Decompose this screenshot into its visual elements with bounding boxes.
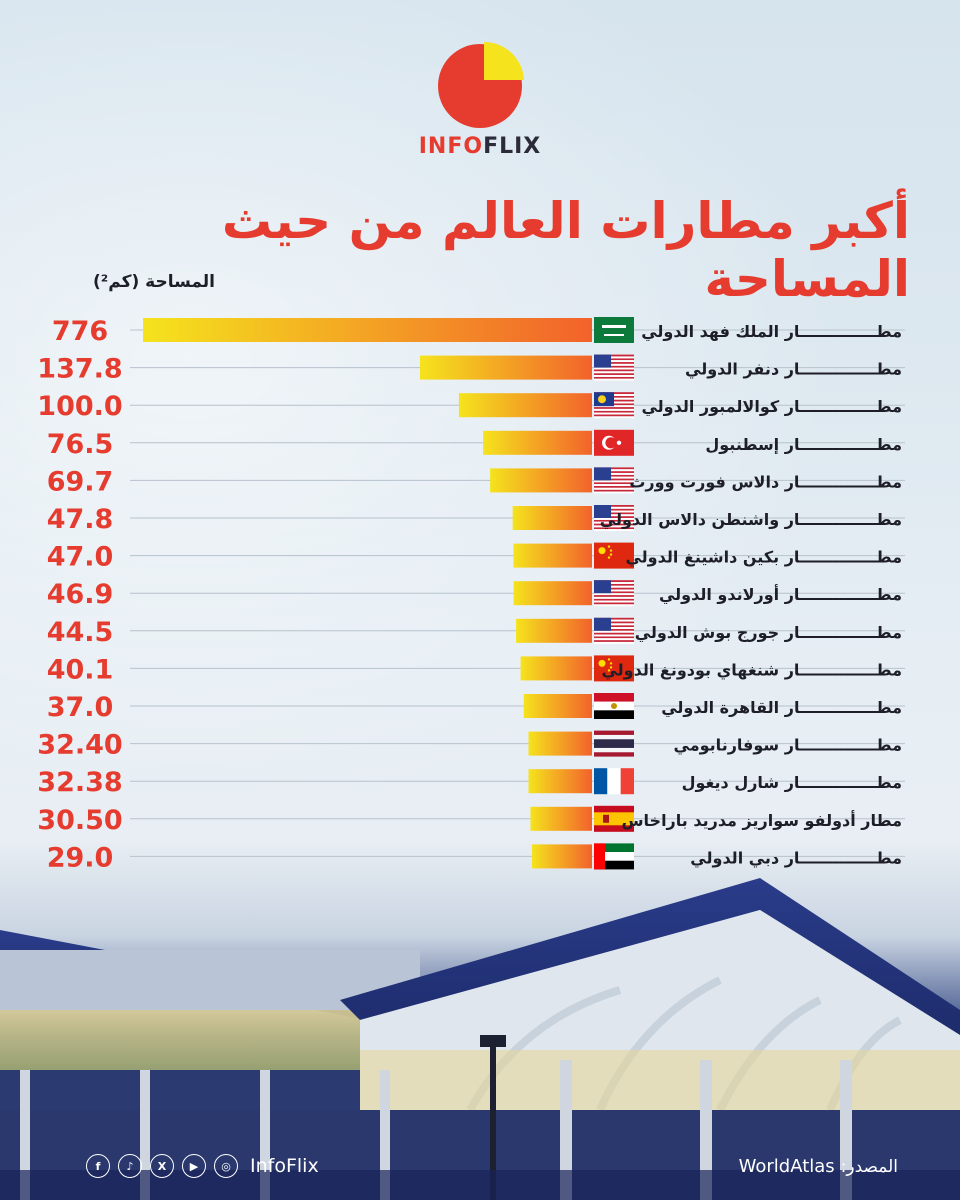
source-label: المصدر: bbox=[840, 1157, 898, 1177]
china-flag-icon bbox=[594, 655, 634, 682]
bar bbox=[520, 656, 592, 681]
category-label: مطــــــــــــــار إسطنبول bbox=[705, 435, 902, 454]
value-label: 37.0 bbox=[47, 692, 114, 723]
bar bbox=[420, 355, 592, 380]
unit-label: المساحة (كم²) bbox=[93, 272, 215, 292]
category-label: مطــــــــــــــار دالاس فورت وورث bbox=[629, 472, 902, 491]
value-label: 32.38 bbox=[37, 767, 122, 798]
bar bbox=[528, 731, 592, 756]
category-label: مطــــــــــــــار أورلاندو الدولي bbox=[659, 584, 902, 605]
sky-background bbox=[0, 0, 960, 900]
category-label: مطــــــــــــــار بكين داشينغ الدولي bbox=[625, 548, 902, 568]
egypt-flag-icon bbox=[594, 693, 634, 719]
value-label: 76.5 bbox=[47, 429, 114, 460]
category-label: مطــــــــــــــار سوفارنابومي bbox=[674, 736, 902, 756]
category-label: مطــــــــــــــار واشنطن دالاس الدولي bbox=[600, 510, 902, 530]
value-label: 40.1 bbox=[47, 654, 114, 685]
page-title: أكبر مطارات العالم من حيث المساحة bbox=[221, 192, 910, 308]
bar bbox=[490, 468, 592, 493]
usa-flag-icon bbox=[594, 617, 634, 644]
value-label: 32.40 bbox=[37, 730, 122, 761]
thailand-flag-icon bbox=[594, 730, 634, 757]
brand-name-part1: INFO bbox=[418, 134, 484, 159]
value-label: 776 bbox=[52, 316, 108, 347]
bar bbox=[516, 618, 592, 643]
usa-flag-icon bbox=[594, 505, 634, 531]
airport-terminal-image bbox=[0, 878, 960, 1200]
value-label: 29.0 bbox=[47, 842, 114, 873]
bar bbox=[528, 769, 592, 794]
category-label: مطــــــــــــــار القاهرة الدولي bbox=[661, 698, 902, 718]
value-label: 47.0 bbox=[47, 542, 114, 573]
instagram-icon[interactable]: ◎ bbox=[214, 1154, 238, 1178]
france-flag-icon bbox=[594, 768, 634, 795]
facebook-icon[interactable]: f bbox=[86, 1154, 110, 1178]
source-name: WorldAtlas bbox=[738, 1156, 835, 1177]
saudi-arabia-flag-icon bbox=[594, 317, 634, 343]
category-label: مطار أدولفو سواريز مدريد باراخاس bbox=[621, 810, 902, 830]
usa-flag-icon bbox=[594, 580, 634, 607]
social-links: f ♪ X ▶ ◎ InfoFlix bbox=[86, 1154, 319, 1178]
spain-flag-icon bbox=[594, 805, 634, 832]
usa-flag-icon bbox=[594, 354, 634, 381]
pie-logo-icon bbox=[438, 41, 524, 128]
category-label: مطــــــــــــــار الملك فهد الدولي bbox=[641, 322, 902, 342]
airport-area-bar-chart: 776 137.8 100.0 76.5 69.7 47.8 47.0 46.9 44.5 40.… bbox=[37, 316, 905, 873]
source-credit: المصدر:WorldAtlas bbox=[739, 1156, 898, 1177]
uae-flag-icon bbox=[594, 843, 634, 870]
usa-flag-icon bbox=[594, 467, 634, 494]
category-label: مطــــــــــــــار دنفر الدولي bbox=[685, 360, 902, 380]
brand-name-part2: FLIX bbox=[483, 134, 542, 159]
turkey-flag-icon bbox=[594, 429, 634, 456]
malaysia-flag-icon bbox=[594, 392, 634, 419]
bar bbox=[532, 844, 592, 869]
value-label: 69.7 bbox=[47, 466, 114, 497]
value-label: 100.0 bbox=[37, 391, 122, 422]
value-label: 30.50 bbox=[37, 805, 122, 836]
bar bbox=[523, 694, 592, 718]
bar bbox=[458, 393, 592, 418]
footer: f ♪ X ▶ ◎ InfoFlix المصدر:WorldAtlas bbox=[0, 1150, 960, 1184]
bar bbox=[143, 318, 592, 342]
value-label: 44.5 bbox=[47, 617, 114, 648]
brand-logo: INFOFLIX bbox=[0, 40, 960, 159]
bar bbox=[513, 581, 592, 606]
category-label: مطــــــــــــــار شارل ديغول bbox=[682, 773, 902, 792]
category-label: مطــــــــــــــار دبي الدولي bbox=[690, 848, 902, 868]
bar bbox=[530, 806, 592, 831]
tiktok-icon[interactable]: ♪ bbox=[118, 1154, 142, 1178]
value-label: 137.8 bbox=[37, 354, 122, 385]
youtube-icon[interactable]: ▶ bbox=[182, 1154, 206, 1178]
bar bbox=[513, 543, 592, 568]
value-label: 47.8 bbox=[47, 504, 114, 535]
x-icon[interactable]: X bbox=[150, 1154, 174, 1178]
bar bbox=[512, 506, 592, 530]
category-label: مطــــــــــــــار جورج بوش الدولي bbox=[635, 623, 902, 643]
category-label: مطــــــــــــــار شنغهاي بودونغ الدولي bbox=[601, 660, 902, 680]
bar bbox=[483, 430, 592, 455]
value-label: 46.9 bbox=[47, 579, 114, 610]
social-handle[interactable]: InfoFlix bbox=[250, 1155, 319, 1177]
brand-name: INFOFLIX bbox=[0, 134, 960, 159]
china-flag-icon bbox=[594, 542, 634, 569]
category-label: مطــــــــــــــار كوالالمبور الدولي bbox=[641, 397, 902, 417]
